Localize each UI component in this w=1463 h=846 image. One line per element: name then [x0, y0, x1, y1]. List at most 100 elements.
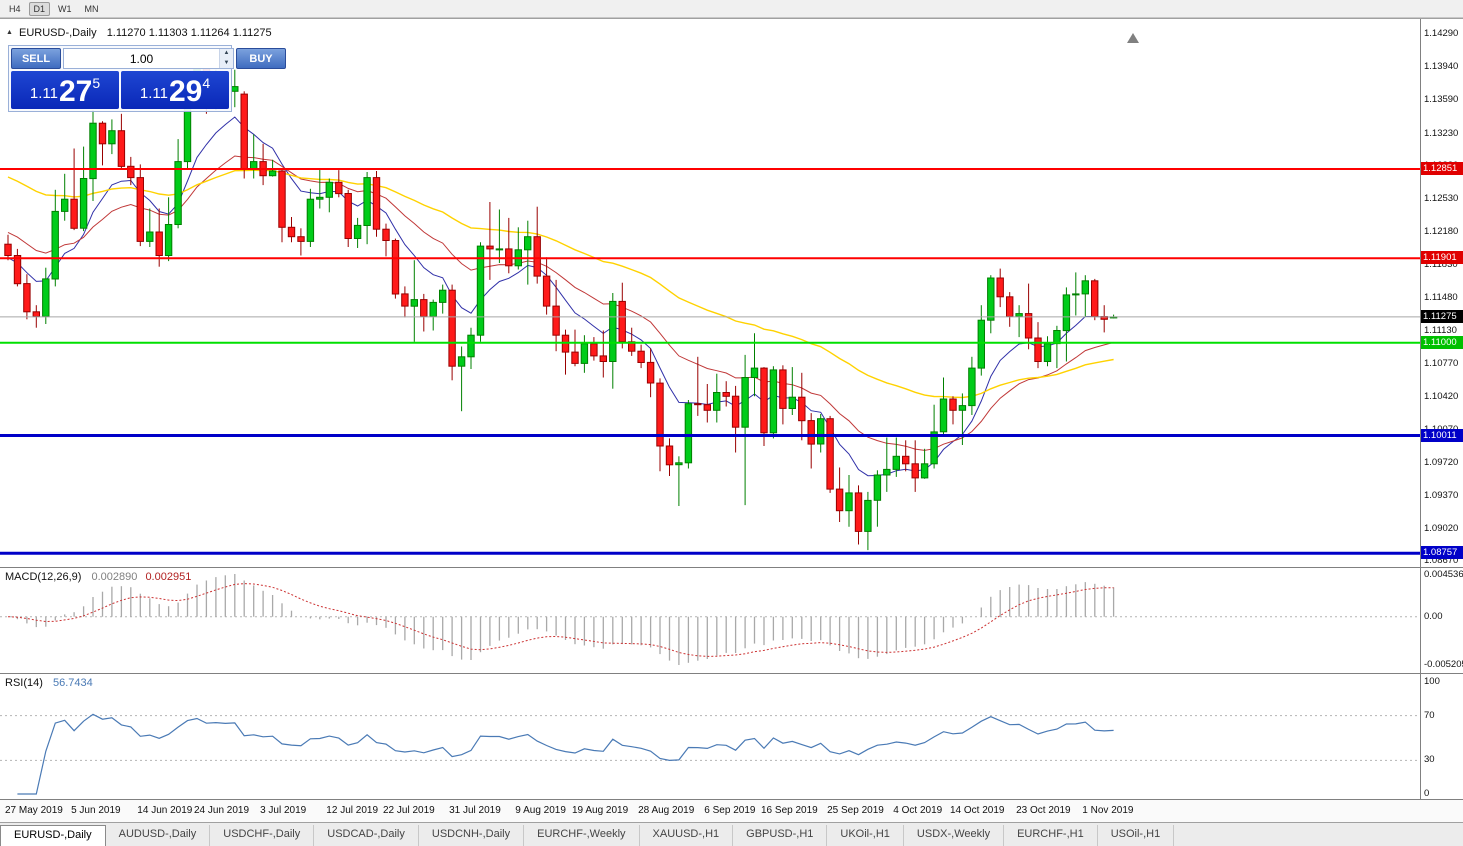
level-price-badge: 1.08757 — [1421, 546, 1463, 560]
chart-tab[interactable]: XAUUSD-,H1 — [639, 825, 734, 846]
candle-body — [4, 243, 12, 256]
candle-body — [1015, 313, 1023, 317]
candle-body — [174, 161, 182, 226]
date-label: 9 Aug 2019 — [515, 805, 566, 816]
level-price-badge: 1.11901 — [1421, 251, 1463, 265]
candle-body — [902, 455, 910, 465]
date-label: 31 Jul 2019 — [449, 805, 501, 816]
candle-body — [958, 405, 967, 411]
chart-header: ▲ EURUSD-,Daily 1.11270 1.11303 1.11264 … — [6, 27, 272, 39]
rsi-scale-tick: 100 — [1424, 676, 1440, 687]
one-click-toggle-icon[interactable]: ▲ — [6, 29, 13, 36]
chart-tab[interactable]: UKOil-,H1 — [827, 825, 904, 846]
macd-title: MACD(12,26,9) — [5, 571, 82, 583]
price-scale[interactable]: 1.142901.139401.135901.132301.128801.125… — [1420, 19, 1463, 567]
chart-tab[interactable]: GBPUSD-,H1 — [733, 825, 828, 846]
buy-price-box[interactable]: 1.11 29 4 — [121, 71, 229, 109]
pane-separator[interactable] — [0, 673, 1463, 674]
candle-body — [713, 392, 721, 411]
chart-shift-marker[interactable] — [1127, 33, 1139, 43]
volume-up-button[interactable]: ▲ — [220, 49, 233, 59]
rsi-pane[interactable] — [0, 674, 1420, 799]
candle-body — [164, 224, 173, 256]
candle-body — [231, 86, 239, 92]
candle-body — [1062, 294, 1071, 332]
chart-tab[interactable]: USDX-,Weekly — [903, 825, 1005, 846]
candle-body — [826, 418, 834, 490]
sell-price-box[interactable]: 1.11 27 5 — [11, 71, 119, 109]
candle-body — [779, 369, 787, 409]
timeframe-button-mn[interactable]: MN — [79, 1, 104, 16]
candle-body — [750, 367, 759, 379]
candle-body — [665, 445, 674, 466]
timeframe-button-d1[interactable]: D1 — [28, 1, 51, 16]
rsi-scale-tick: 70 — [1424, 709, 1435, 721]
candle-body — [637, 350, 645, 364]
candle-body — [401, 293, 409, 307]
candle-body — [372, 177, 381, 230]
timeframe-button-h4[interactable]: H4 — [4, 1, 26, 16]
date-label: 1 Nov 2019 — [1082, 805, 1134, 816]
macd-signal-line — [7, 583, 1114, 657]
candle-body — [996, 277, 1004, 298]
price-tick: 1.09020 — [1424, 522, 1459, 534]
candle-body — [486, 245, 494, 250]
candle-body — [127, 165, 135, 179]
price-tick: 1.10770 — [1424, 358, 1459, 370]
candle-body — [656, 382, 664, 447]
candle-body — [609, 300, 617, 362]
timeframe-button-w1[interactable]: W1 — [53, 1, 77, 16]
candle-body — [977, 319, 985, 369]
candle-body — [807, 420, 815, 445]
candle-body — [1053, 330, 1061, 345]
chart-tab[interactable]: USDCHF-,Daily — [210, 825, 315, 846]
candle-body — [571, 351, 579, 364]
candle-body — [968, 367, 976, 407]
candle-body — [788, 396, 796, 410]
price-tick: 1.12180 — [1424, 226, 1459, 237]
candle-body — [61, 198, 69, 212]
macd-signal-value: 0.002951 — [145, 571, 192, 583]
buy-price-big: 29 — [168, 75, 203, 108]
volume-down-button[interactable]: ▼ — [220, 58, 233, 68]
candle-body — [495, 248, 504, 251]
chart-tab[interactable]: USOil-,H1 — [1097, 825, 1175, 846]
time-axis[interactable]: 27 May 2019 5 Jun 2019 14 Jun 2019 24 Jun 2… — [0, 799, 1463, 823]
macd-pane[interactable] — [0, 568, 1420, 673]
rsi-value: 56.7434 — [52, 677, 93, 689]
rsi-scale: 100 70 30 0 — [1420, 674, 1463, 799]
chart-tab[interactable]: EURCHF-,Weekly — [524, 825, 640, 846]
candle-body — [599, 355, 607, 362]
price-tick: 1.14290 — [1424, 28, 1459, 39]
candle-body — [864, 499, 872, 532]
buy-price-sup: 4 — [202, 75, 211, 91]
volume-spinner: ▲ ▼ — [219, 49, 233, 68]
volume-input[interactable] — [64, 49, 219, 68]
sell-price-big: 27 — [58, 75, 93, 108]
candle-body — [278, 170, 286, 228]
level-price-badge: 1.11000 — [1421, 335, 1463, 349]
candle-body — [930, 431, 938, 465]
candle-body — [1081, 280, 1089, 295]
chart-tab[interactable]: USDCAD-,Daily — [314, 825, 419, 846]
buy-button[interactable]: BUY — [236, 48, 286, 69]
candle-body — [580, 343, 589, 364]
chart-tab[interactable]: AUDUSD-,Daily — [105, 825, 211, 846]
date-label: 12 Jul 2019 — [326, 805, 379, 816]
macd-scale: 0.004536 0.00 -0.005205 — [1420, 568, 1463, 673]
candle-body — [448, 289, 456, 367]
date-label: 16 Sep 2019 — [761, 805, 818, 816]
chart-tab[interactable]: EURUSD-,Daily — [0, 825, 106, 846]
date-label: 23 Oct 2019 — [1016, 805, 1071, 816]
candle-body — [108, 130, 116, 145]
candle-body — [731, 395, 740, 428]
chart-tab[interactable]: USDCNH-,Daily — [418, 825, 525, 846]
price-tick: 1.13230 — [1424, 127, 1459, 139]
sell-button[interactable]: SELL — [11, 48, 61, 69]
volume-field: ▲ ▼ — [63, 48, 234, 69]
one-click-trading-panel: SELL ▲ ▼ BUY 1.11 27 5 1.11 29 4 — [8, 45, 286, 112]
candle-body — [646, 361, 655, 384]
chart-symbol-period: EURUSD-,Daily — [19, 27, 97, 39]
pane-separator[interactable] — [0, 567, 1463, 568]
chart-tab[interactable]: EURCHF-,H1 — [1004, 825, 1098, 846]
